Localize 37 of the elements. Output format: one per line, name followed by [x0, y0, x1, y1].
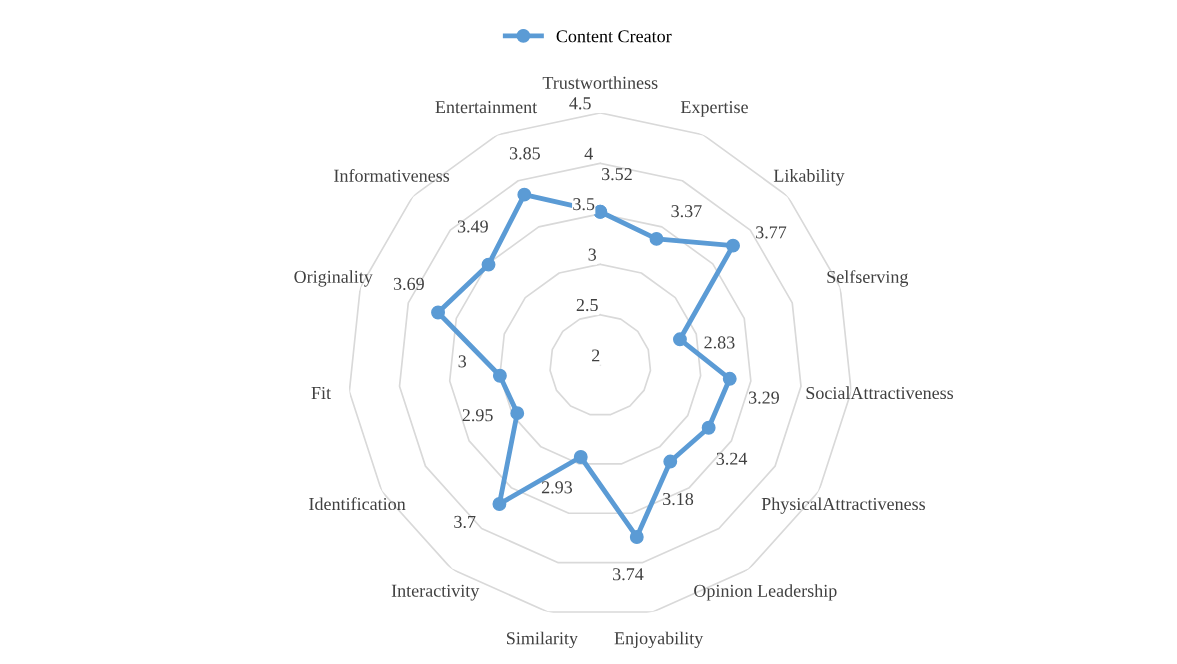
data-label: 3.37 — [671, 205, 702, 218]
spoke-label: Opinion Leadership — [694, 584, 837, 601]
data-label: 3.18 — [663, 492, 694, 506]
spoke-label: Originality — [294, 270, 373, 287]
data-label: 3.49 — [457, 220, 488, 233]
data-label: 3.77 — [756, 226, 787, 239]
y-tick-label: 3.5 — [573, 198, 595, 211]
legend-label: Content Creator — [556, 30, 672, 43]
y-tick-label: 3 — [588, 248, 597, 261]
data-label: 3.85 — [509, 147, 540, 160]
data-label: 3 — [458, 355, 467, 368]
data-label: 3.29 — [748, 391, 779, 404]
data-label: 2.83 — [704, 336, 735, 349]
spoke-label: Interactivity — [391, 584, 480, 601]
spoke-label: Entertainment — [435, 101, 538, 114]
spoke-label: Likability — [773, 169, 845, 186]
data-label: 2.95 — [462, 409, 493, 422]
spoke-label: Informativeness — [334, 168, 450, 182]
data-label: 2.93 — [541, 481, 573, 494]
data-label: 3.74 — [613, 568, 644, 581]
spoke-label: Enjoyability — [614, 631, 704, 649]
y-tick-label: 4.5 — [569, 97, 591, 110]
data-label: 3.7 — [454, 515, 476, 529]
y-tick-label: 4 — [584, 147, 593, 160]
data-label: 3.24 — [716, 452, 748, 465]
spoke-label: Fit — [311, 386, 331, 400]
spoke-label: Selfserving — [827, 270, 909, 287]
spoke-label: Expertise — [680, 101, 748, 117]
spoke-label: Identification — [309, 497, 406, 511]
spoke-label: SocialAttractiveness — [806, 386, 954, 400]
data-label: 3.52 — [602, 168, 632, 181]
y-tick-label: 2 — [592, 349, 600, 362]
spoke-label: Similarity — [506, 631, 578, 649]
spoke-label: Trustworthiness — [542, 76, 658, 89]
y-tick-label: 2.5 — [576, 298, 598, 312]
data-label: 3.69 — [393, 277, 424, 291]
spoke-label: PhysicalAttractiveness — [761, 497, 926, 514]
